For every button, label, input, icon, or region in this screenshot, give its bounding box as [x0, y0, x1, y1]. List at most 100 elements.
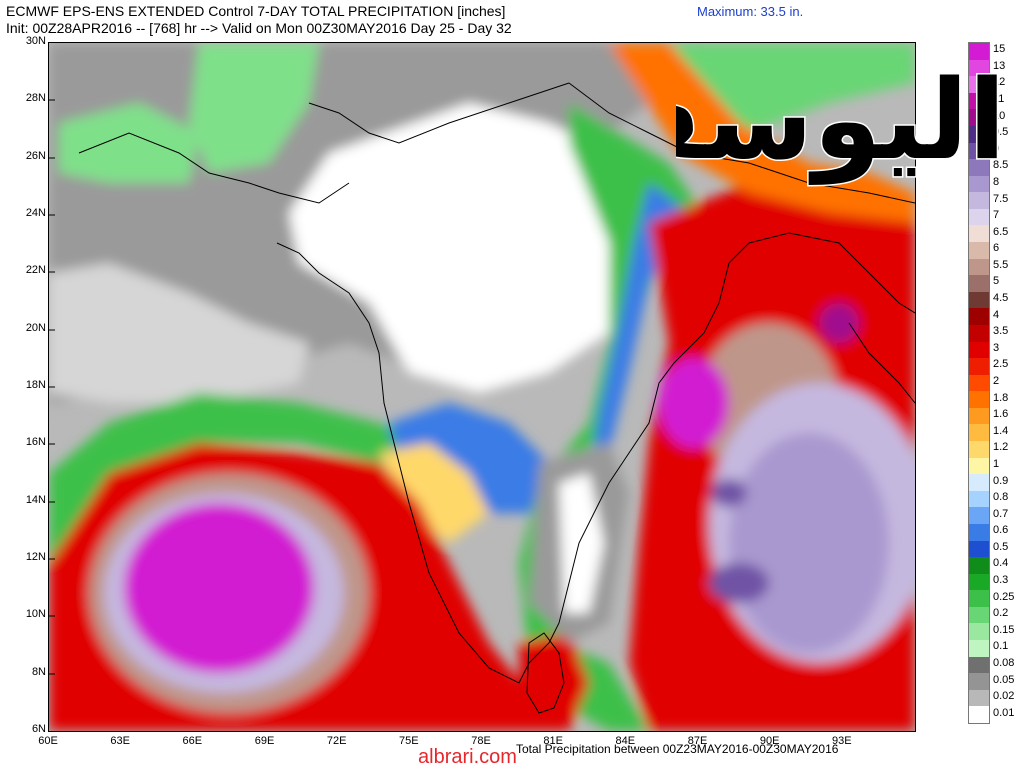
- longitude-label: 84E: [615, 735, 636, 747]
- legend-label: 0.15: [993, 623, 1015, 636]
- legend-swatch: [969, 159, 989, 177]
- latitude-label: 30N: [25, 35, 46, 47]
- legend-colorbar: [968, 42, 990, 724]
- legend-swatch: [969, 457, 989, 475]
- legend-swatch: [969, 192, 989, 210]
- legend-swatch: [969, 656, 989, 674]
- legend-label: 10: [993, 109, 1006, 122]
- legend-swatch: [969, 76, 989, 94]
- legend-label: 0.4: [993, 557, 1009, 570]
- coastlines: [78, 82, 915, 714]
- legend-label: 9: [993, 142, 1000, 155]
- legend-label: 0.8: [993, 491, 1009, 504]
- longitude-label: 78E: [471, 735, 491, 747]
- legend-swatch: [969, 391, 989, 409]
- legend-label: 8.5: [993, 159, 1009, 172]
- legend-swatch: [969, 175, 989, 193]
- legend-label: 0.7: [993, 507, 1009, 520]
- legend-label: 5.5: [993, 258, 1009, 271]
- legend-swatch: [969, 92, 989, 110]
- grid-ticks: [49, 99, 55, 675]
- legend-label: 3: [993, 341, 1000, 354]
- legend-swatch: [969, 557, 989, 575]
- latitude-label: 14N: [25, 493, 46, 506]
- latitude-label: 24N: [25, 207, 46, 219]
- legend-swatch: [969, 291, 989, 309]
- latitude-label: 20N: [25, 321, 46, 334]
- legend-label: 15: [993, 43, 1006, 56]
- legend-label: 1: [993, 457, 1000, 470]
- legend-label: 0.5: [993, 540, 1009, 553]
- legend-swatch: [969, 125, 989, 143]
- longitude-label: 63E: [110, 735, 130, 747]
- legend-label: 7: [993, 209, 1000, 222]
- latitude-label: 8N: [31, 665, 46, 678]
- legend-swatch: [969, 673, 989, 691]
- legend-label: 8: [993, 175, 1000, 188]
- legend-swatch: [969, 623, 989, 641]
- longitude-label: 90E: [759, 735, 780, 747]
- legend-label: 13: [993, 59, 1006, 72]
- longitude-label: 93E: [832, 735, 852, 747]
- calligraphy-logo: اليوسفي: [676, 55, 1008, 187]
- legend-swatch: [969, 540, 989, 558]
- latitude-label: 28N: [25, 92, 46, 105]
- legend-label: 9.5: [993, 126, 1009, 139]
- legend-swatch: [969, 225, 989, 243]
- legend-label: 2.5: [993, 358, 1009, 371]
- legend-swatch: [969, 374, 989, 392]
- latitude-label: 12N: [25, 551, 46, 563]
- legend-swatch: [969, 424, 989, 442]
- map-canvas: [49, 43, 915, 731]
- latitude-label: 16N: [25, 436, 46, 449]
- legend-swatch: [969, 407, 989, 425]
- legend-swatch: [969, 606, 989, 624]
- longitude-label: 75E: [399, 735, 419, 747]
- latitude-label: 6N: [31, 723, 46, 735]
- latitude-label: 22N: [25, 264, 46, 277]
- legend-swatch: [969, 573, 989, 591]
- longitude-label: 66E: [182, 735, 203, 747]
- legend-label: 11: [993, 93, 1005, 106]
- legend-swatch: [969, 308, 989, 326]
- legend-label: 1.4: [993, 424, 1009, 437]
- watermark: albrari.com: [418, 746, 517, 768]
- legend-swatch: [969, 59, 989, 77]
- logo-text: اليوسفي: [676, 56, 1006, 185]
- precipitation-map: [48, 42, 916, 732]
- legend-swatch: [969, 208, 989, 226]
- legend-label: 2: [993, 375, 1000, 387]
- legend-swatch: [969, 258, 989, 276]
- legend-label: 6.5: [993, 225, 1009, 238]
- period-note: Total Precipitation between 00Z23MAY2016…: [516, 742, 839, 756]
- legend-label: 1.6: [993, 408, 1009, 421]
- legend-label: 6: [993, 242, 1000, 255]
- legend-swatch: [969, 324, 989, 343]
- legend-label: 5: [993, 275, 1000, 288]
- longitude-label: 69E: [254, 735, 275, 747]
- legend-label: 0.1: [993, 640, 1009, 653]
- legend-label: 7.5: [993, 192, 1009, 205]
- legend-label: 12: [993, 76, 1006, 89]
- legend-label: 4.5: [993, 292, 1009, 305]
- init-valid-line: Init: 00Z28APR2016 -- [768] hr --> Valid…: [6, 20, 512, 36]
- legend-label: 0.01: [993, 706, 1015, 719]
- legend-label: 0.05: [993, 673, 1015, 686]
- legend-swatch: [969, 441, 989, 459]
- legend-swatch: [969, 275, 989, 293]
- legend-label: 0.6: [993, 524, 1009, 537]
- legend-swatch: [969, 341, 989, 359]
- legend-swatch: [969, 142, 989, 160]
- legend-label: 0.08: [993, 656, 1015, 669]
- legend-label: 0.02: [993, 690, 1015, 703]
- legend-swatch: [969, 640, 989, 658]
- chart-title: ECMWF EPS-ENS EXTENDED Control 7-DAY TOT…: [6, 3, 506, 19]
- legend-label: 0.2: [993, 607, 1009, 620]
- latitude-label: 10N: [25, 608, 46, 621]
- legend-swatch: [969, 474, 989, 492]
- longitude-label: 81E: [543, 735, 563, 747]
- latitude-label: 18N: [25, 379, 46, 391]
- legend-swatch: [969, 358, 989, 376]
- longitude-label: 72E: [326, 735, 347, 747]
- legend-swatch: [969, 507, 989, 525]
